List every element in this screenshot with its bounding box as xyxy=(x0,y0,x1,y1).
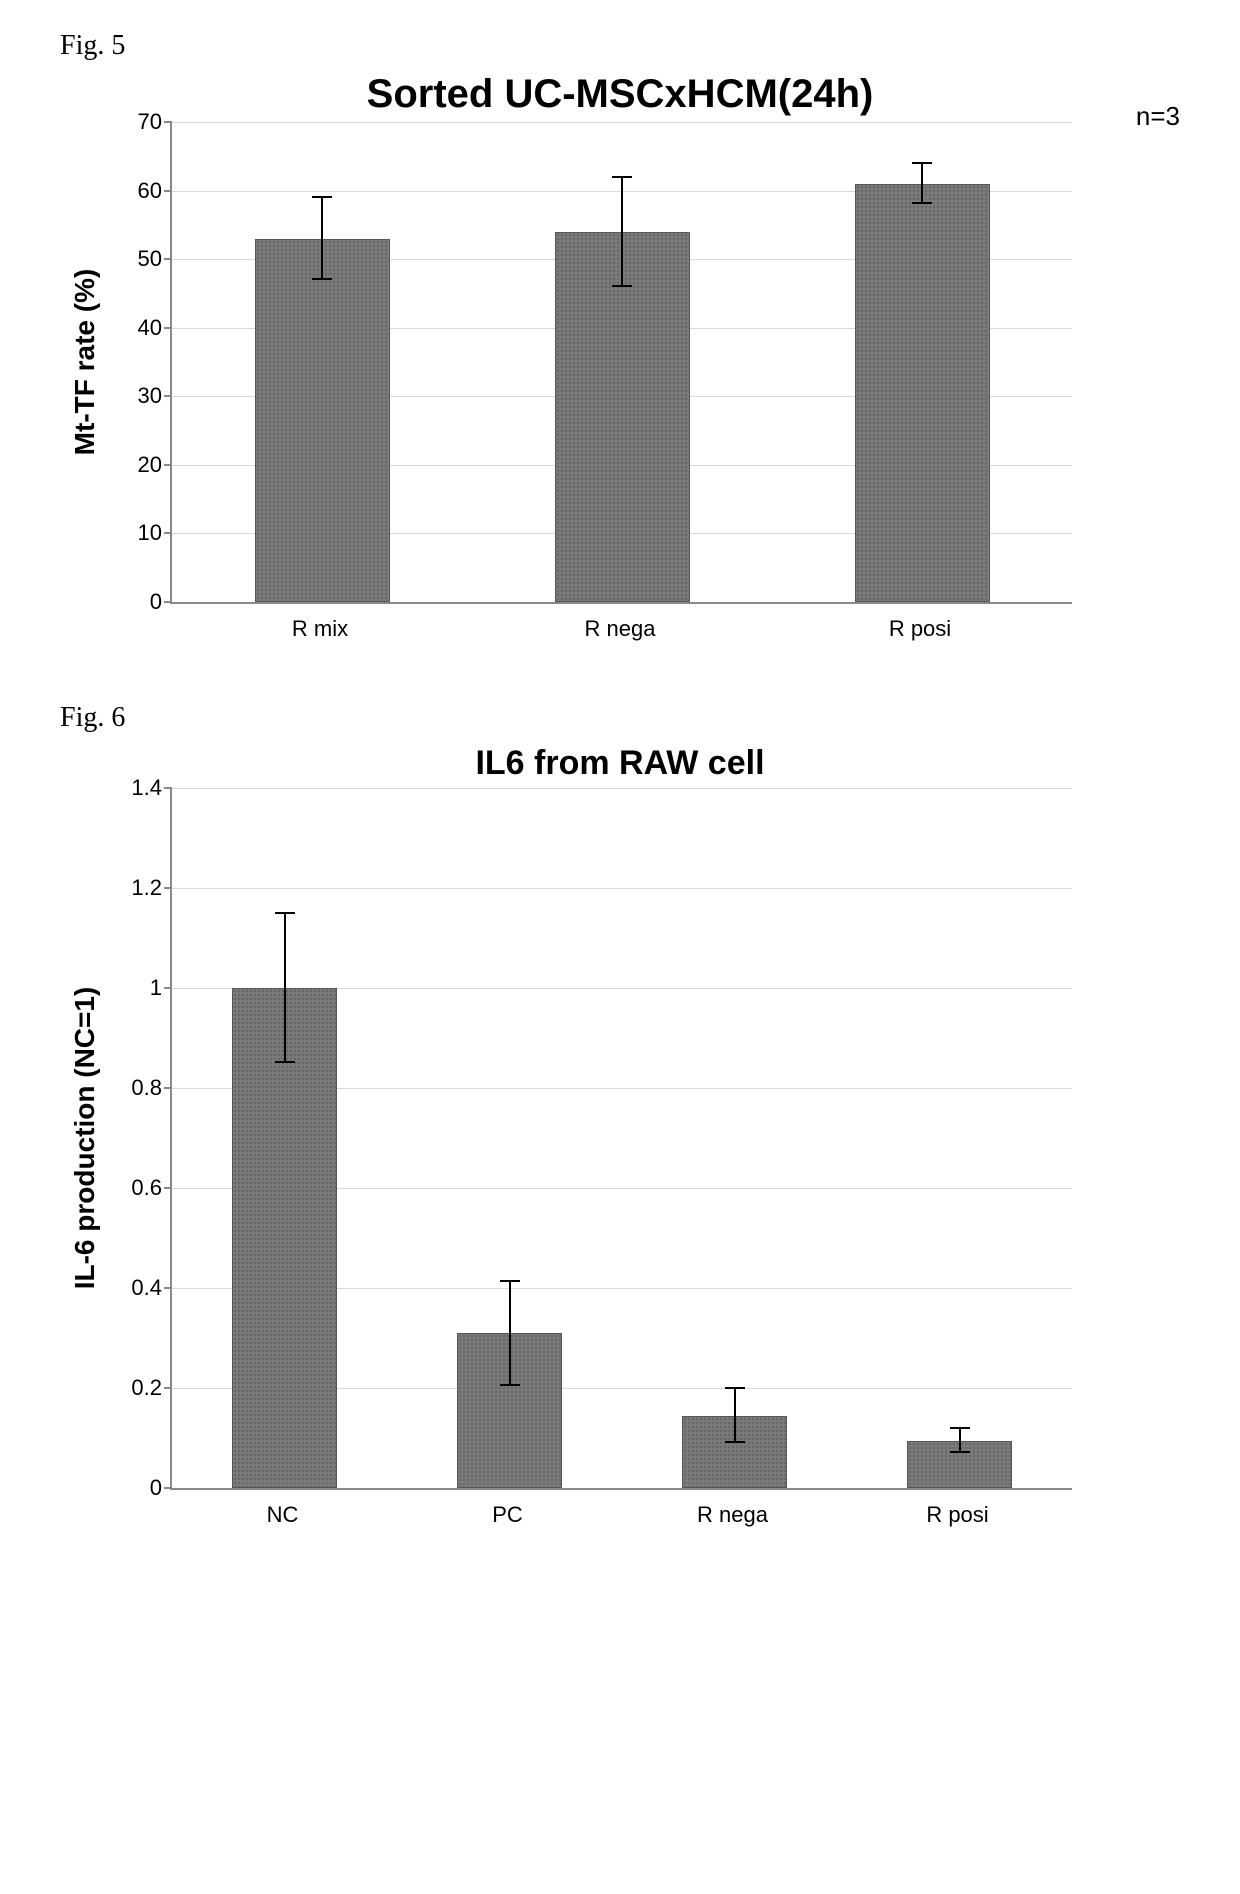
ytick-label: 0.4 xyxy=(131,1275,162,1301)
ytick-mark xyxy=(164,327,172,329)
fig6-title: IL6 from RAW cell xyxy=(475,744,764,783)
fig5-plot: 010203040506070 xyxy=(170,122,1072,604)
fig6-plot: 00.20.40.60.811.21.4 xyxy=(170,788,1072,1490)
bar-slot xyxy=(772,122,1072,602)
ytick-mark xyxy=(164,887,172,889)
errorbar xyxy=(284,913,286,1063)
ytick-mark xyxy=(164,190,172,192)
ytick-label: 70 xyxy=(138,109,162,135)
errorcap-top xyxy=(275,912,295,914)
errorcap-top xyxy=(725,1387,745,1389)
bar-texture xyxy=(256,240,389,601)
errorcap-bottom xyxy=(312,278,332,280)
fig5-label: Fig. 5 xyxy=(60,30,1180,62)
fig5-title: Sorted UC-MSCxHCM(24h) xyxy=(367,72,874,117)
bar xyxy=(855,184,990,602)
ytick-mark xyxy=(164,601,172,603)
errorbar xyxy=(509,1281,511,1386)
figure-6: Fig. 6 IL6 from RAW cell IL-6 production… xyxy=(60,702,1180,1528)
ytick-mark xyxy=(164,258,172,260)
ytick-mark xyxy=(164,987,172,989)
ytick-mark xyxy=(164,1087,172,1089)
xlabel: PC xyxy=(395,1502,620,1528)
errorcap-bottom xyxy=(275,1061,295,1063)
fig6-bars xyxy=(172,788,1072,1488)
fig5-title-row: Sorted UC-MSCxHCM(24h) n=3 xyxy=(60,72,1180,117)
bar xyxy=(555,232,690,602)
ytick-label: 1.2 xyxy=(131,875,162,901)
errorcap-top xyxy=(950,1427,970,1429)
fig6-label: Fig. 6 xyxy=(60,702,1180,734)
ytick-label: 0 xyxy=(150,589,162,615)
fig5-n-label: n=3 xyxy=(1136,101,1180,132)
ytick-mark xyxy=(164,532,172,534)
fig6-xlabels: NCPCR negaR posi xyxy=(170,1502,1070,1528)
errorbar xyxy=(734,1388,736,1443)
page: Fig. 5 Sorted UC-MSCxHCM(24h) n=3 Mt-TF … xyxy=(0,0,1240,1618)
fig5-chart-area: Mt-TF rate (%) 010203040506070 R mixR ne… xyxy=(170,122,1140,642)
bar-slot xyxy=(622,788,847,1488)
ytick-label: 50 xyxy=(138,246,162,272)
figure-5: Fig. 5 Sorted UC-MSCxHCM(24h) n=3 Mt-TF … xyxy=(60,30,1180,642)
ytick-label: 20 xyxy=(138,452,162,478)
xlabel: R posi xyxy=(845,1502,1070,1528)
errorcap-top xyxy=(912,162,932,164)
ytick-label: 0.2 xyxy=(131,1375,162,1401)
fig6-title-row: IL6 from RAW cell xyxy=(60,744,1180,783)
errorcap-bottom xyxy=(500,1384,520,1386)
ytick-mark xyxy=(164,395,172,397)
bar-slot xyxy=(847,788,1072,1488)
ytick-mark xyxy=(164,1487,172,1489)
bar xyxy=(255,239,390,602)
xlabel: R nega xyxy=(620,1502,845,1528)
errorbar xyxy=(621,177,623,287)
ytick-mark xyxy=(164,1187,172,1189)
ytick-label: 60 xyxy=(138,178,162,204)
errorbar xyxy=(959,1428,961,1453)
ytick-label: 1.4 xyxy=(131,775,162,801)
bar-slot xyxy=(172,122,472,602)
ytick-label: 0.6 xyxy=(131,1175,162,1201)
bar-texture xyxy=(556,233,689,601)
ytick-mark xyxy=(164,787,172,789)
errorbar xyxy=(921,163,923,204)
ytick-label: 40 xyxy=(138,315,162,341)
ytick-label: 0.8 xyxy=(131,1075,162,1101)
xlabel: NC xyxy=(170,1502,395,1528)
ytick-mark xyxy=(164,121,172,123)
errorcap-top xyxy=(500,1280,520,1282)
ytick-label: 30 xyxy=(138,383,162,409)
fig5-xlabels: R mixR negaR posi xyxy=(170,616,1070,642)
ytick-label: 1 xyxy=(150,975,162,1001)
xlabel: R nega xyxy=(470,616,770,642)
ytick-label: 0 xyxy=(150,1475,162,1501)
fig6-chart-area: IL-6 production (NC=1) 00.20.40.60.811.2… xyxy=(170,788,1140,1528)
errorbar xyxy=(321,197,323,279)
fig6-ylabel: IL-6 production (NC=1) xyxy=(69,987,101,1290)
ytick-mark xyxy=(164,1387,172,1389)
ytick-mark xyxy=(164,464,172,466)
ytick-mark xyxy=(164,1287,172,1289)
bar-slot xyxy=(172,788,397,1488)
fig5-bars xyxy=(172,122,1072,602)
errorcap-bottom xyxy=(612,285,632,287)
bar xyxy=(232,988,337,1488)
bar-slot xyxy=(397,788,622,1488)
errorcap-bottom xyxy=(950,1451,970,1453)
xlabel: R mix xyxy=(170,616,470,642)
errorcap-bottom xyxy=(725,1441,745,1443)
fig5-ylabel: Mt-TF rate (%) xyxy=(69,269,101,456)
errorcap-top xyxy=(612,176,632,178)
ytick-label: 10 xyxy=(138,520,162,546)
bar-texture xyxy=(856,185,989,601)
xlabel: R posi xyxy=(770,616,1070,642)
errorcap-top xyxy=(312,196,332,198)
errorcap-bottom xyxy=(912,202,932,204)
bar-slot xyxy=(472,122,772,602)
bar-texture xyxy=(233,989,336,1487)
